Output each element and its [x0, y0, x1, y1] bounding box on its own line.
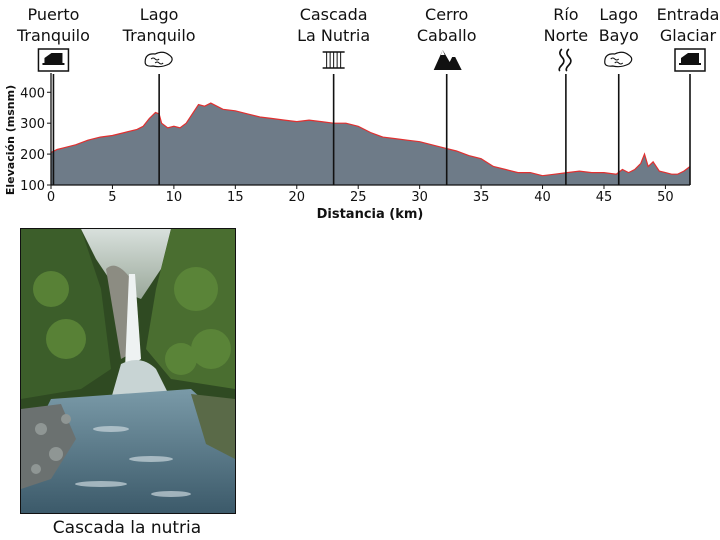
waypoint-marker: Cascada La Nutria	[297, 5, 370, 185]
waypoint-label: Lago	[599, 5, 638, 24]
y-tick-label: 400	[20, 86, 45, 101]
waypoint-marker: Lago Tranquilo	[122, 5, 196, 185]
elevation-profile-chart: Puerto Tranquilo Lago Tranquilo Cascada La Nu…	[4, 5, 719, 222]
waypoint-marker: Cerro Caballo	[417, 5, 477, 185]
waypoint-label: Puerto	[27, 5, 79, 24]
waypoint-label: Cascada	[300, 5, 368, 24]
x-tick-label: 5	[108, 190, 116, 205]
y-tick-label: 200	[20, 148, 45, 163]
axes: 0 5 10 15 20 25 30 35 40 45 50 100 200 300 400	[20, 73, 690, 205]
elevation-profile	[50, 102, 691, 185]
waypoint-label: Río	[553, 5, 578, 24]
lake-icon	[604, 51, 633, 68]
mountain-icon	[433, 50, 462, 70]
elevation-area	[51, 103, 690, 185]
y-axis-title: Elevación (msnm)	[4, 85, 17, 195]
waypoint-label: Norte	[544, 26, 588, 45]
house-icon	[674, 48, 706, 72]
x-tick-label: 25	[350, 190, 367, 205]
waypoint-marker: Puerto Tranquilo	[16, 5, 90, 185]
x-tick-label: 45	[596, 190, 613, 205]
x-tick-label: 15	[227, 190, 244, 205]
waypoint-label: Cerro	[425, 5, 468, 24]
waterfall-icon	[322, 51, 345, 69]
elevation-line	[50, 102, 691, 177]
waypoint-marker: Río Norte	[544, 5, 588, 185]
waypoint-label: Bayo	[599, 26, 639, 45]
photo-caption: Cascada la nutria	[52, 518, 202, 538]
x-tick-label: 40	[534, 190, 551, 205]
x-tick-label: 10	[166, 190, 183, 205]
x-tick-label: 35	[473, 190, 490, 205]
waypoint-marker: Entrada Glaciar	[657, 5, 720, 185]
x-axis-title: Distancia (km)	[317, 207, 424, 222]
waypoint-label: Caballo	[417, 26, 477, 45]
y-tick-label: 100	[20, 179, 45, 194]
waypoint-label: Entrada	[657, 5, 720, 24]
x-tick-label: 0	[47, 190, 55, 205]
x-tick-label: 30	[411, 190, 428, 205]
lake-icon	[144, 51, 173, 68]
waypoint-marker: Lago Bayo	[599, 5, 639, 185]
x-tick-label: 20	[288, 190, 305, 205]
waypoint-label: Glaciar	[660, 26, 717, 45]
waypoint-label: Tranquilo	[122, 26, 196, 45]
house-icon	[37, 48, 70, 72]
x-tick-label: 50	[657, 190, 674, 205]
waypoint-label: La Nutria	[297, 26, 370, 45]
river-icon	[558, 48, 572, 72]
waterfall-photo	[20, 228, 236, 514]
waypoint-label: Lago	[140, 5, 179, 24]
y-tick-label: 300	[20, 117, 45, 132]
waypoint-markers: Puerto Tranquilo Lago Tranquilo Cascada La Nu…	[16, 5, 719, 185]
waypoint-label: Tranquilo	[16, 26, 90, 45]
